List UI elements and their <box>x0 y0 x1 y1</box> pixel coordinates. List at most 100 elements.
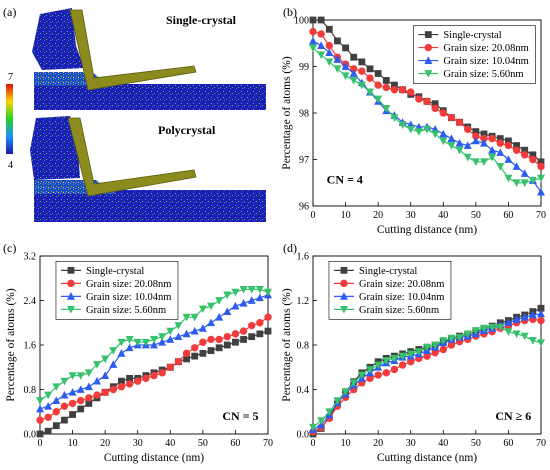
data-point <box>398 121 407 129</box>
data-point <box>68 372 77 380</box>
data-point <box>480 130 488 138</box>
legend-marker <box>340 266 348 274</box>
chart-d: (d) 0 10 20 30 40 50 60 70 0.0 0.4 0.8 1.2 1.6 Cutting… <box>281 241 546 464</box>
data-point <box>439 337 448 345</box>
data-point <box>166 335 175 343</box>
data-point <box>341 72 350 80</box>
data-point <box>341 388 350 396</box>
y-axis-label: Percentage of atoms (%) <box>281 288 293 402</box>
y-tick-label: 98 <box>299 109 309 120</box>
data-point <box>528 337 537 345</box>
data-point <box>134 377 142 385</box>
data-point <box>439 345 447 354</box>
data-point <box>77 405 85 413</box>
data-point <box>60 377 69 386</box>
data-point <box>248 321 256 330</box>
data-point <box>537 174 545 183</box>
x-tick-label: 20 <box>373 438 383 449</box>
data-point <box>406 350 415 359</box>
legend-marker <box>424 31 432 38</box>
simulation-single-crystal: Single-crystal <box>32 8 266 110</box>
y-tick-label: 0.0 <box>297 430 310 441</box>
data-point <box>101 388 109 396</box>
data-point <box>325 25 333 33</box>
x-axis-label: Cutting distance (nm) <box>104 452 204 464</box>
data-point <box>52 396 61 405</box>
series-g2008 <box>36 313 272 424</box>
title-polycrystal: Polycrystal <box>158 123 216 137</box>
colorbar-min: 4 <box>8 160 13 171</box>
data-point <box>52 383 61 391</box>
data-point <box>374 81 382 89</box>
data-point <box>398 352 407 361</box>
x-tick-label: 40 <box>165 438 175 449</box>
data-point <box>341 62 350 70</box>
x-tick-label: 70 <box>536 210 546 221</box>
data-point <box>191 352 199 360</box>
data-point <box>317 30 325 38</box>
chip-bottom <box>30 116 80 180</box>
data-point <box>537 339 545 347</box>
data-point <box>423 352 431 360</box>
data-point <box>207 318 215 327</box>
x-tick-label: 20 <box>100 438 110 449</box>
x-tick-label: 20 <box>373 210 383 221</box>
data-point <box>406 125 415 134</box>
data-point <box>150 371 158 380</box>
data-point <box>342 44 349 52</box>
data-point <box>158 369 166 377</box>
x-tick-label: 50 <box>198 438 208 449</box>
data-point <box>488 153 497 162</box>
data-point <box>390 365 399 374</box>
data-point <box>232 338 239 346</box>
data-point <box>447 142 456 150</box>
data-point <box>264 327 272 335</box>
x-tick-label: 60 <box>230 438 240 449</box>
data-point <box>166 363 174 371</box>
data-point <box>455 139 464 147</box>
data-point <box>174 322 183 330</box>
series-g2008 <box>309 27 545 171</box>
data-point <box>423 125 431 134</box>
data-point <box>109 347 118 355</box>
colorbar-max: 7 <box>8 72 13 83</box>
data-point <box>215 297 224 305</box>
data-point <box>125 380 134 388</box>
data-point <box>85 394 93 402</box>
data-point <box>512 330 521 339</box>
data-point <box>374 95 383 104</box>
data-point <box>350 53 358 61</box>
data-point <box>191 344 199 352</box>
x-tick-label: 0 <box>38 438 43 449</box>
data-point <box>93 376 101 385</box>
data-point <box>223 307 232 316</box>
legend-label: Single-crystal <box>359 266 417 277</box>
data-point <box>317 16 325 24</box>
data-point <box>317 51 326 60</box>
data-point <box>325 48 334 56</box>
data-point <box>349 69 358 77</box>
data-point <box>374 371 382 379</box>
x-tick-label: 30 <box>406 438 416 449</box>
data-point <box>488 323 497 332</box>
series-g560 <box>36 285 272 405</box>
x-tick-label: 40 <box>438 438 448 449</box>
data-point <box>118 377 125 385</box>
data-point <box>480 324 488 333</box>
data-point <box>537 162 545 171</box>
y-tick-label: 100 <box>294 16 309 27</box>
data-point <box>382 357 391 365</box>
data-point <box>520 169 529 177</box>
data-point <box>255 285 264 294</box>
data-point <box>349 379 358 388</box>
data-point <box>439 109 447 117</box>
data-point <box>496 163 505 171</box>
data-point <box>60 390 69 399</box>
x-tick-label: 70 <box>263 438 273 449</box>
x-tick-label: 0 <box>311 438 316 449</box>
data-point <box>463 330 472 339</box>
data-point <box>471 327 480 335</box>
legend-label: Single-crystal <box>443 30 501 41</box>
